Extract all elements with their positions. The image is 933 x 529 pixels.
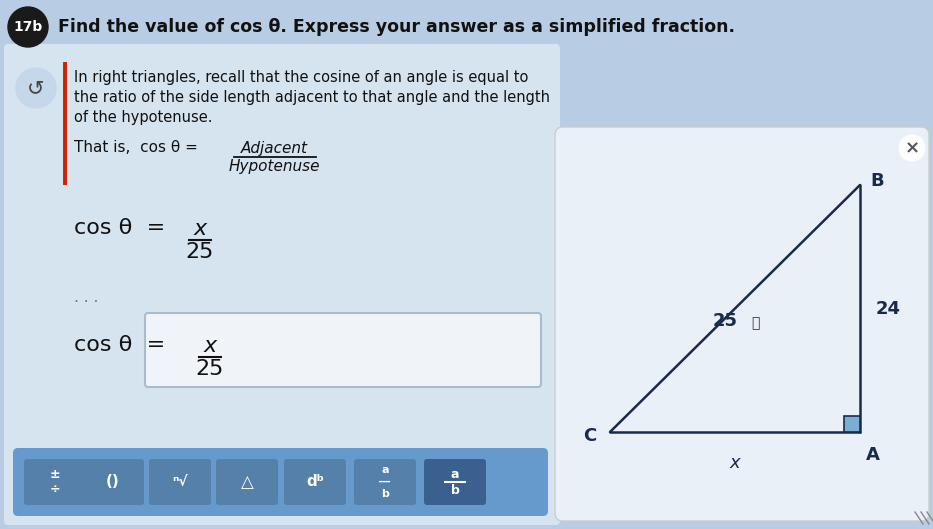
FancyBboxPatch shape: [354, 459, 416, 505]
Text: a
―
b: a ― b: [380, 466, 391, 499]
Text: ±
÷: ± ÷: [49, 468, 61, 496]
Text: B: B: [870, 172, 884, 190]
Text: ×: ×: [904, 139, 920, 157]
FancyBboxPatch shape: [13, 448, 548, 516]
Circle shape: [899, 135, 925, 161]
Text: dᵇ: dᵇ: [306, 475, 324, 489]
FancyBboxPatch shape: [82, 459, 144, 505]
Circle shape: [8, 7, 48, 47]
Text: x: x: [193, 219, 206, 239]
Text: 25: 25: [713, 312, 738, 330]
Text: △: △: [241, 473, 254, 491]
Text: 👋: 👋: [751, 316, 759, 330]
Text: x: x: [730, 454, 740, 472]
Text: 25: 25: [186, 242, 215, 262]
Text: 17b: 17b: [13, 20, 43, 34]
Text: A: A: [866, 446, 880, 464]
Text: 24: 24: [876, 299, 901, 317]
Bar: [844, 416, 860, 432]
FancyBboxPatch shape: [24, 459, 86, 505]
Text: cos θ  =: cos θ =: [74, 218, 165, 238]
Text: b: b: [451, 484, 459, 497]
FancyBboxPatch shape: [216, 459, 278, 505]
Text: ↺: ↺: [27, 78, 45, 98]
FancyBboxPatch shape: [424, 459, 486, 505]
Text: In right triangles, recall that the cosine of an angle is equal to: In right triangles, recall that the cosi…: [74, 70, 528, 85]
FancyBboxPatch shape: [4, 44, 560, 525]
FancyBboxPatch shape: [149, 459, 211, 505]
Text: That is,  cos θ =: That is, cos θ =: [74, 140, 202, 155]
Text: . . .: . . .: [74, 290, 98, 305]
Text: x: x: [203, 336, 216, 356]
Text: C: C: [583, 427, 596, 445]
Text: Find the value of cos θ. Express your answer as a simplified fraction.: Find the value of cos θ. Express your an…: [58, 18, 735, 36]
Text: 25: 25: [196, 359, 224, 379]
Circle shape: [16, 68, 56, 108]
Text: Adjacent: Adjacent: [241, 141, 308, 156]
FancyBboxPatch shape: [145, 313, 541, 387]
Text: ⁿ√: ⁿ√: [173, 475, 188, 489]
Text: Hypotenuse: Hypotenuse: [229, 159, 320, 174]
Text: the ratio of the side length adjacent to that angle and the length: the ratio of the side length adjacent to…: [74, 90, 550, 105]
FancyBboxPatch shape: [555, 127, 929, 521]
FancyBboxPatch shape: [284, 459, 346, 505]
Text: cos θ  =: cos θ =: [74, 335, 165, 355]
Text: (): (): [106, 475, 119, 489]
Text: a: a: [451, 468, 459, 480]
Text: of the hypotenuse.: of the hypotenuse.: [74, 110, 213, 125]
